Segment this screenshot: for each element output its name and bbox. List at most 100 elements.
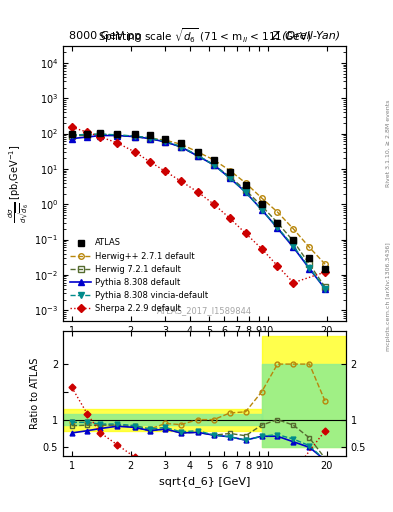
Herwig 7.2.1 default <box>178 144 183 150</box>
Pythia 8.308 default <box>259 207 264 213</box>
Sherpa 2.2.9 default <box>85 129 90 135</box>
Sherpa 2.2.9 default <box>291 280 296 286</box>
Herwig 7.2.1 default <box>259 203 264 209</box>
Line: Pythia 8.308 vincia-default: Pythia 8.308 vincia-default <box>69 131 328 292</box>
Pythia 8.308 vincia-default <box>85 131 90 137</box>
ATLAS <box>70 131 74 137</box>
Pythia 8.308 default <box>275 225 280 231</box>
Pythia 8.308 vincia-default <box>323 286 327 292</box>
Sherpa 2.2.9 default <box>70 124 74 131</box>
Herwig 7.2.1 default <box>243 187 248 193</box>
Pythia 8.308 default <box>115 133 119 139</box>
ATLAS <box>307 255 312 261</box>
Herwig++ 2.7.1 default <box>85 131 90 137</box>
Pythia 8.308 vincia-default <box>133 133 138 139</box>
Pythia 8.308 vincia-default <box>228 175 232 181</box>
Sherpa 2.2.9 default <box>259 246 264 252</box>
Herwig++ 2.7.1 default <box>163 137 168 143</box>
Pythia 8.308 default <box>307 266 312 272</box>
Herwig++ 2.7.1 default <box>196 149 200 155</box>
Herwig 7.2.1 default <box>228 174 232 180</box>
ATLAS <box>85 131 90 137</box>
Text: 8000 GeV pp: 8000 GeV pp <box>68 31 141 40</box>
ATLAS <box>228 169 232 176</box>
Line: Sherpa 2.2.9 default: Sherpa 2.2.9 default <box>69 124 328 286</box>
Herwig 7.2.1 default <box>163 139 168 145</box>
Pythia 8.308 vincia-default <box>115 132 119 138</box>
Title: Splitting scale $\sqrt{d_6}$ (71 < m$_{ll}$ < 111 GeV): Splitting scale $\sqrt{d_6}$ (71 < m$_{l… <box>97 26 311 45</box>
ATLAS <box>323 266 327 272</box>
Herwig++ 2.7.1 default <box>211 157 216 163</box>
Line: ATLAS: ATLAS <box>69 130 328 271</box>
Pythia 8.308 vincia-default <box>243 189 248 195</box>
ATLAS <box>98 130 103 136</box>
Herwig 7.2.1 default <box>115 132 119 138</box>
Herwig 7.2.1 default <box>98 131 103 137</box>
Pythia 8.308 vincia-default <box>196 153 200 159</box>
ATLAS <box>275 220 280 226</box>
Pythia 8.308 default <box>211 162 216 168</box>
Herwig++ 2.7.1 default <box>291 226 296 232</box>
Herwig 7.2.1 default <box>70 133 74 139</box>
Pythia 8.308 vincia-default <box>98 131 103 137</box>
Pythia 8.308 default <box>85 134 90 140</box>
Sherpa 2.2.9 default <box>147 159 152 165</box>
Herwig++ 2.7.1 default <box>323 261 327 267</box>
Herwig 7.2.1 default <box>196 153 200 159</box>
Pythia 8.308 vincia-default <box>307 265 312 271</box>
Herwig++ 2.7.1 default <box>228 167 232 174</box>
Pythia 8.308 vincia-default <box>70 132 74 138</box>
Herwig 7.2.1 default <box>307 261 312 267</box>
Sherpa 2.2.9 default <box>228 215 232 221</box>
Line: Herwig 7.2.1 default: Herwig 7.2.1 default <box>69 132 328 290</box>
Pythia 8.308 default <box>98 133 103 139</box>
Pythia 8.308 default <box>147 136 152 142</box>
Y-axis label: $\frac{d\sigma}{d\sqrt{\overline{d_6}}}$ [pb,GeV$^{-1}$]: $\frac{d\sigma}{d\sqrt{\overline{d_6}}}$… <box>7 144 31 223</box>
Herwig 7.2.1 default <box>147 136 152 142</box>
ATLAS <box>133 131 138 137</box>
Text: mcplots.cern.ch [arXiv:1306.3436]: mcplots.cern.ch [arXiv:1306.3436] <box>386 243 391 351</box>
Herwig++ 2.7.1 default <box>115 132 119 138</box>
ATLAS <box>243 182 248 188</box>
Herwig++ 2.7.1 default <box>178 141 183 147</box>
Pythia 8.308 default <box>163 139 168 145</box>
Text: ATLAS_2017_I1589844: ATLAS_2017_I1589844 <box>157 306 252 315</box>
Line: Pythia 8.308 default: Pythia 8.308 default <box>69 133 328 292</box>
Pythia 8.308 default <box>70 136 74 142</box>
Sherpa 2.2.9 default <box>243 230 248 237</box>
ATLAS <box>163 136 168 142</box>
Pythia 8.308 default <box>133 134 138 140</box>
Herwig++ 2.7.1 default <box>259 195 264 201</box>
Text: Z (Drell-Yan): Z (Drell-Yan) <box>271 31 340 40</box>
Pythia 8.308 default <box>291 244 296 250</box>
Y-axis label: Ratio to ATLAS: Ratio to ATLAS <box>30 357 40 429</box>
Pythia 8.308 vincia-default <box>163 138 168 144</box>
Pythia 8.308 vincia-default <box>211 162 216 168</box>
X-axis label: sqrt{d_6} [GeV]: sqrt{d_6} [GeV] <box>159 476 250 487</box>
Sherpa 2.2.9 default <box>323 269 327 275</box>
ATLAS <box>178 140 183 146</box>
Herwig 7.2.1 default <box>275 220 280 226</box>
ATLAS <box>115 131 119 137</box>
ATLAS <box>211 157 216 163</box>
Herwig 7.2.1 default <box>291 238 296 244</box>
Pythia 8.308 vincia-default <box>275 224 280 230</box>
Herwig++ 2.7.1 default <box>70 132 74 138</box>
Sherpa 2.2.9 default <box>178 178 183 184</box>
Herwig 7.2.1 default <box>133 134 138 140</box>
Line: Herwig++ 2.7.1 default: Herwig++ 2.7.1 default <box>69 132 328 267</box>
Herwig++ 2.7.1 default <box>275 209 280 215</box>
Herwig 7.2.1 default <box>211 162 216 168</box>
Sherpa 2.2.9 default <box>275 263 280 269</box>
Sherpa 2.2.9 default <box>163 168 168 175</box>
ATLAS <box>291 237 296 243</box>
Herwig++ 2.7.1 default <box>307 244 312 250</box>
Pythia 8.308 default <box>196 153 200 159</box>
Herwig++ 2.7.1 default <box>147 135 152 141</box>
Pythia 8.308 default <box>323 286 327 292</box>
Pythia 8.308 default <box>228 175 232 181</box>
Herwig++ 2.7.1 default <box>243 180 248 186</box>
ATLAS <box>147 132 152 138</box>
Pythia 8.308 vincia-default <box>178 143 183 150</box>
Sherpa 2.2.9 default <box>115 140 119 146</box>
